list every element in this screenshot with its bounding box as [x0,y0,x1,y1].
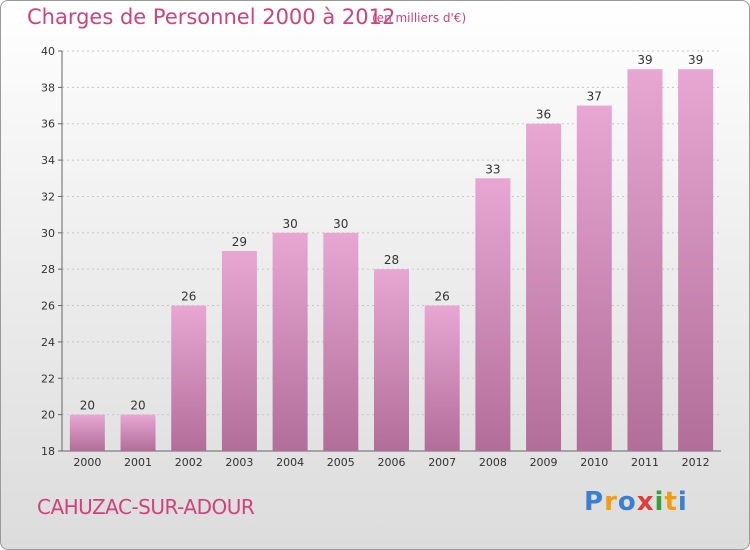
x-tick-label: 2001 [124,456,152,469]
x-tick-label: 2009 [530,456,558,469]
x-tick-label: 2002 [175,456,203,469]
logo-letter: x [636,487,655,517]
proxiti-logo: Proxiti [584,487,688,517]
x-tick-label: 2011 [631,456,659,469]
bar-2008 [475,178,511,452]
bar-2003 [221,251,257,451]
bar-2012 [678,69,714,451]
bar-2011 [627,69,663,451]
x-tick-label: 2004 [276,456,304,469]
x-tick-label: 2010 [580,456,608,469]
data-label: 36 [536,108,551,122]
y-tick-label: 26 [41,300,55,313]
y-tick-label: 38 [41,81,55,94]
data-label: 20 [130,399,145,413]
y-tick-label: 20 [41,409,55,422]
chart-subtitle: (en milliers d'€) [372,11,467,25]
x-tick-label: 2006 [378,456,406,469]
data-label: 29 [232,235,247,249]
y-tick-label: 24 [41,336,55,349]
data-label: 26 [181,290,196,304]
x-tick-label: 2000 [73,456,101,469]
bar-2000 [69,414,105,451]
y-tick-label: 36 [41,118,55,131]
data-label: 30 [333,217,348,231]
data-label: 39 [637,53,652,67]
bar-2007 [424,305,460,451]
logo-letter: r [604,487,618,517]
y-tick-label: 34 [41,154,55,167]
logo-letter: o [617,487,637,517]
y-tick-label: 28 [41,263,55,276]
logo-letter: P [584,487,605,517]
y-tick-label: 22 [41,372,55,385]
bar-2006 [374,269,409,451]
data-label: 26 [435,290,450,304]
data-label: 37 [587,90,602,104]
data-label: 39 [688,53,703,67]
logo-letter: i [677,487,688,517]
y-tick-label: 32 [41,190,55,203]
data-label: 30 [282,217,297,231]
bar-2004 [272,232,308,451]
x-tick-label: 2005 [327,456,355,469]
data-label: 33 [485,162,500,176]
logo-letter: t [664,487,678,517]
commune-name: CAHUZAC-SUR-ADOUR [37,495,255,519]
bar-2010 [576,105,612,451]
bar-2001 [120,414,156,451]
y-tick-label: 18 [41,445,55,458]
x-tick-label: 2003 [225,456,253,469]
x-tick-label: 2007 [428,456,456,469]
bar-2005 [323,232,359,451]
data-label: 28 [384,253,399,267]
chart-title: Charges de Personnel 2000 à 2012 [27,5,396,29]
bar-2009 [526,123,562,452]
logo-letter: i [654,487,665,517]
x-tick-label: 2012 [682,456,710,469]
bar-2002 [171,305,207,451]
data-label: 20 [80,399,95,413]
y-tick-label: 30 [41,227,55,240]
y-tick-label: 40 [41,45,55,58]
x-tick-label: 2008 [479,456,507,469]
